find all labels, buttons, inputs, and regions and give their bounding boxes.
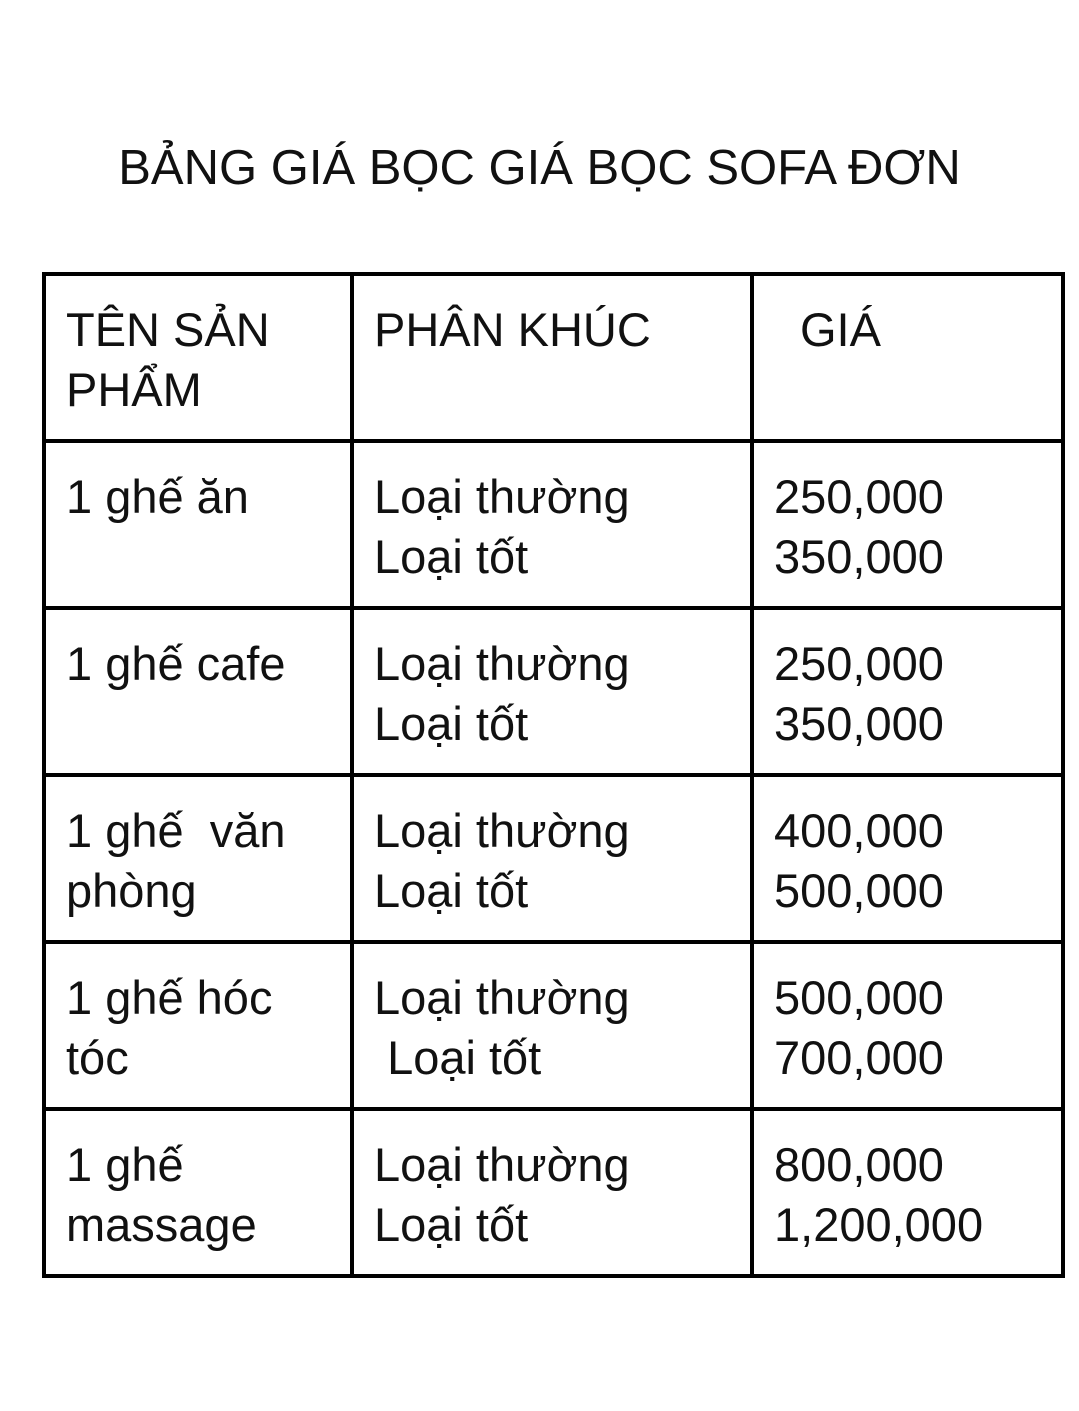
cell-segment: Loại thường Loại tốt (350, 606, 754, 777)
page-title: BẢNG GIÁ BỌC GIÁ BỌC SOFA ĐƠN (118, 141, 961, 195)
cell-price: 500,000 700,000 (750, 940, 1065, 1111)
cell-price: 250,000 350,000 (750, 439, 1065, 610)
table-header-row: TÊN SẢN PHẨM PHÂN KHÚC GIÁ (42, 272, 1065, 443)
cell-product: 1 ghế massage (42, 1107, 354, 1278)
table-row: 1 ghế ăn Loại thường Loại tốt 250,000 35… (42, 439, 1065, 610)
header-cell-price: GIÁ (750, 272, 1065, 443)
cell-segment: Loại thường Loại tốt (350, 439, 754, 610)
cell-price: 400,000 500,000 (750, 773, 1065, 944)
table-row: 1 ghế hóc tóc Loại thường Loại tốt 500,0… (42, 940, 1065, 1111)
cell-product: 1 ghế cafe (42, 606, 354, 777)
price-table: TÊN SẢN PHẨM PHÂN KHÚC GIÁ 1 ghế ăn Loại… (42, 272, 1065, 1278)
cell-segment: Loại thường Loại tốt (350, 773, 754, 944)
table-row: 1 ghế văn phòng Loại thường Loại tốt 400… (42, 773, 1065, 944)
header-cell-segment: PHÂN KHÚC (350, 272, 754, 443)
cell-price: 800,000 1,200,000 (750, 1107, 1065, 1278)
cell-product: 1 ghế ăn (42, 439, 354, 610)
cell-product: 1 ghế hóc tóc (42, 940, 354, 1111)
header-cell-product: TÊN SẢN PHẨM (42, 272, 354, 443)
table-row: 1 ghế massage Loại thường Loại tốt 800,0… (42, 1107, 1065, 1278)
cell-segment: Loại thường Loại tốt (350, 1107, 754, 1278)
cell-product: 1 ghế văn phòng (42, 773, 354, 944)
cell-price: 250,000 350,000 (750, 606, 1065, 777)
cell-segment: Loại thường Loại tốt (350, 940, 754, 1111)
table-row: 1 ghế cafe Loại thường Loại tốt 250,000 … (42, 606, 1065, 777)
